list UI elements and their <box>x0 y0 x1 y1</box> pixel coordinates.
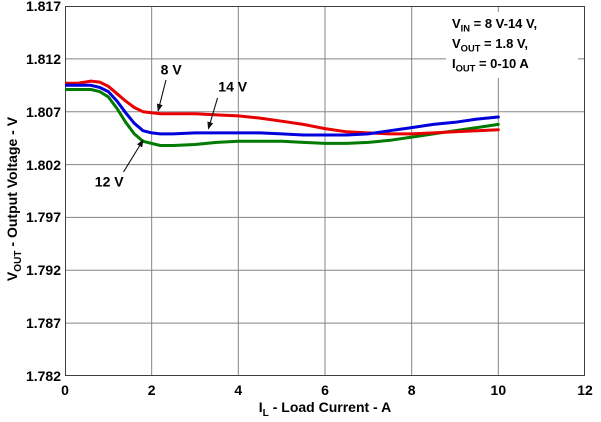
condition-line: IOUT = 0-10 A <box>452 56 529 74</box>
curve-label-8v: 8 V <box>161 61 183 77</box>
x-tick-label: 8 <box>407 382 416 398</box>
condition-line: VOUT = 1.8 V, <box>452 36 528 54</box>
x-axis-title: IL - Load Current - A <box>258 399 392 419</box>
curve-8v <box>65 79 500 136</box>
condition-subscript: IN <box>460 23 471 34</box>
y-tick-label: 1.807 <box>25 103 61 120</box>
callout-arrow-14v <box>207 97 219 130</box>
y-tick-label: 1.782 <box>25 368 61 384</box>
condition-line: VIN = 8 V-14 V, <box>452 16 538 34</box>
curve-label-14v: 14 V <box>218 78 247 94</box>
y-tick-label: 1.812 <box>25 50 61 67</box>
x-tick-label: 0 <box>61 382 69 398</box>
y-tick-label: 1.817 <box>25 0 61 14</box>
y-tick-label: 1.797 <box>25 209 61 226</box>
condition-subscript: OUT <box>460 43 481 54</box>
x-axis-subscript: L <box>262 407 269 419</box>
y-tick-label: 1.787 <box>25 315 61 332</box>
x-tick-label: 6 <box>321 382 329 398</box>
x-tick-label: 12 <box>577 382 593 398</box>
callout-arrow-12v <box>123 139 144 173</box>
condition-subscript: OUT <box>455 63 476 74</box>
y-tick-label: 1.792 <box>25 262 61 279</box>
y-axis-title: VOUT - Output Voltage - V <box>4 116 24 282</box>
curve-14v <box>65 83 500 137</box>
plot-border <box>65 6 585 376</box>
x-tick-label: 4 <box>234 382 243 398</box>
x-tick-label: 10 <box>490 382 507 398</box>
curve-label-12v: 12 V <box>95 173 124 189</box>
curve-12v <box>65 88 500 147</box>
x-tick-label: 2 <box>147 382 156 398</box>
callout-arrow-8v <box>156 79 167 112</box>
conditions-note: VIN = 8 V-14 V, VOUT = 1.8 V, IOUT = 0-10 … <box>446 12 578 78</box>
y-tick-label: 1.802 <box>25 156 61 173</box>
plot-area: 8 V 14 V 12 V <box>65 6 585 376</box>
